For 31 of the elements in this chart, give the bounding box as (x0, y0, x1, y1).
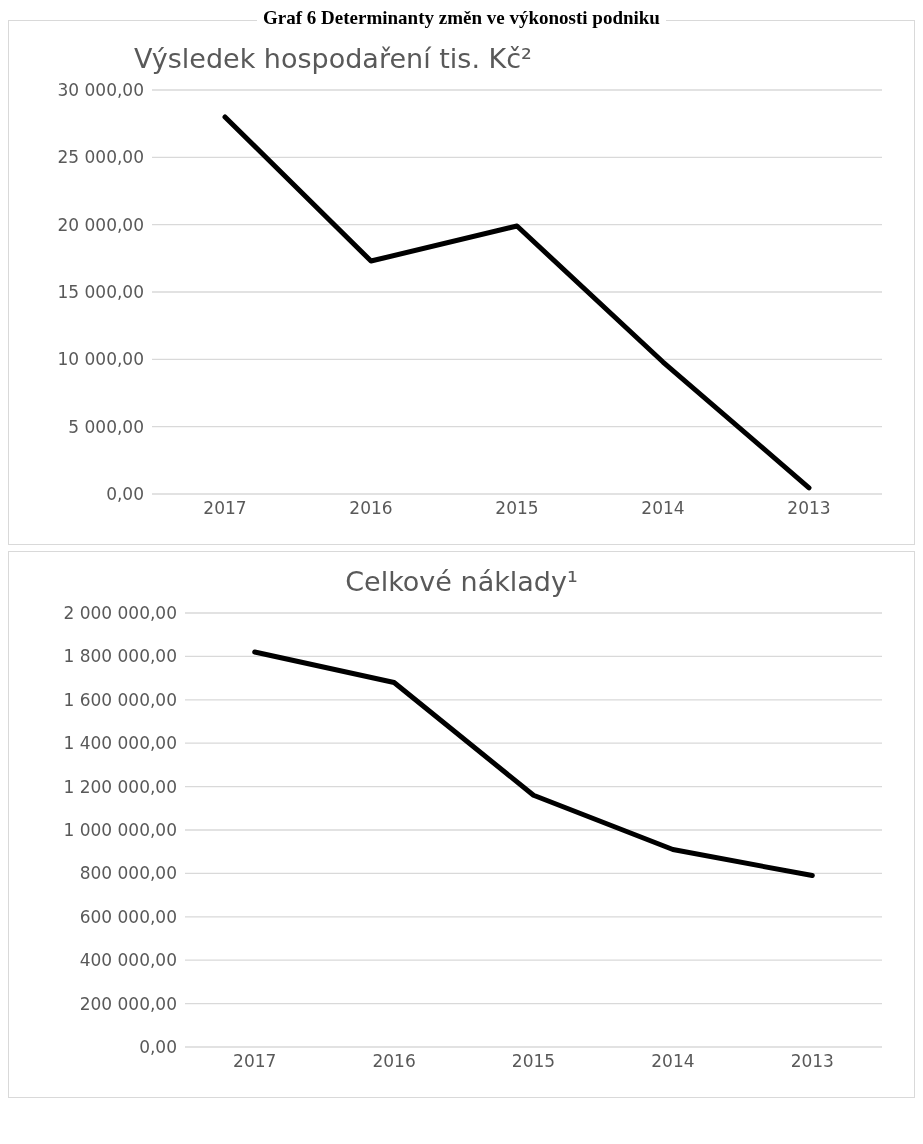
y-tick-label: 2 000 000,00 (63, 603, 177, 624)
x-tick-label: 2013 (787, 498, 831, 519)
x-tick-label: 2013 (790, 1051, 834, 1072)
text: Graf 6 Determinanty změn ve výkonosti podniku (257, 7, 666, 28)
y-tick-label: 0,00 (139, 1037, 177, 1058)
y-tick-label: 1 400 000,00 (63, 733, 177, 754)
y-tick-label: 600 000,00 (79, 906, 177, 927)
y-tick-label: 1 000 000,00 (63, 820, 177, 841)
x-tick-label: 2015 (495, 498, 539, 519)
y-tick-label: 200 000,00 (79, 993, 177, 1014)
x-tick-label: 2017 (233, 1051, 277, 1072)
x-tick-label: 2016 (349, 498, 393, 519)
y-tick-label: 15 000,00 (57, 282, 144, 303)
y-tick-label: 20 000,00 (57, 214, 144, 235)
y-tick-label: 30 000,00 (57, 80, 144, 101)
y-tick-label: 5 000,00 (68, 416, 144, 437)
x-tick-label: 2014 (651, 1051, 695, 1072)
chart-title: Výsledek hospodaření tis. Kč² (133, 43, 533, 74)
y-tick-label: 25 000,00 (57, 147, 144, 168)
y-tick-label: 1 600 000,00 (63, 689, 177, 710)
y-tick-label: 1 200 000,00 (63, 776, 177, 797)
x-tick-label: 2017 (203, 498, 247, 519)
x-tick-label: 2014 (641, 498, 685, 519)
chart-title: Celkové náklady¹ (344, 566, 579, 597)
y-tick-label: 800 000,00 (79, 863, 177, 884)
y-tick-label: 400 000,00 (79, 950, 177, 971)
y-tick-label: 10 000,00 (57, 349, 144, 370)
x-tick-label: 2015 (511, 1051, 556, 1072)
y-tick-label: 0,00 (106, 484, 144, 505)
x-tick-label: 2016 (372, 1051, 416, 1072)
y-tick-label: 1 800 000,00 (63, 646, 177, 667)
